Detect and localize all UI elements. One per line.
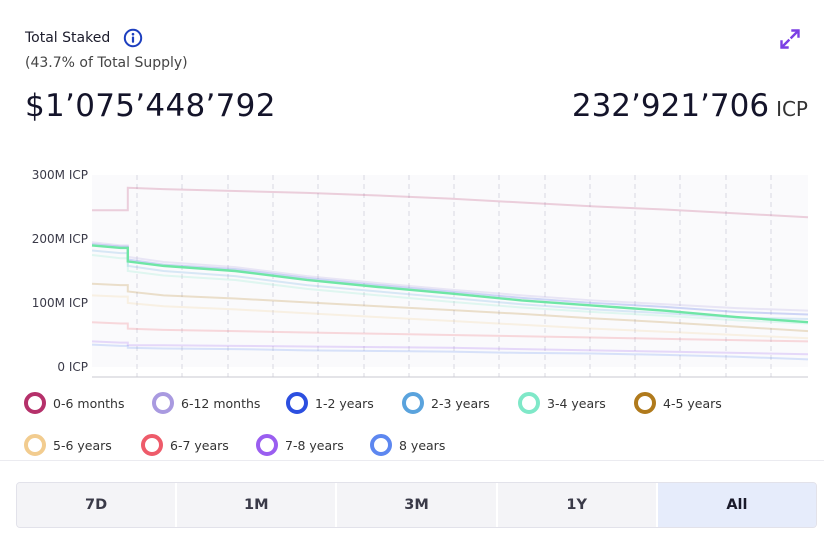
legend-label: 4-5 years [663,395,722,411]
series-line [91,294,809,340]
legend-ring-icon [634,392,656,414]
series-lines [91,186,809,361]
icp-unit: ICP [776,97,808,121]
legend-item-4-5-years[interactable]: 4-5 years [634,392,722,414]
series-line [92,186,809,219]
legend-ring-icon [24,434,46,456]
expand-icon[interactable] [778,27,802,51]
legend-item-6-7-years[interactable]: 6-7 years [141,434,229,456]
card-title: Total Staked [25,30,111,46]
legend-label: 5-6 years [53,437,112,453]
legend-ring-icon [24,392,46,414]
legend-item-8-years[interactable]: 8 years [370,434,445,456]
supply-percentage: (43.7% of Total Supply) [25,55,188,71]
range-button-3m[interactable]: 3M [337,483,498,527]
legend-item-2-3-years[interactable]: 2-3 years [402,392,490,414]
legend-ring-icon [370,434,392,456]
legend-item-6-12-months[interactable]: 6-12 months [152,392,260,414]
legend-label: 8 years [399,437,446,453]
legend-item-7-8-years[interactable]: 7-8 years [256,434,344,456]
y-tick-label: 0 ICP [57,360,88,374]
y-tick-label: 300M ICP [32,168,88,182]
range-button-all[interactable]: All [657,483,816,527]
legend-ring-icon [141,434,163,456]
legend-item-0-6-months[interactable]: 0-6 months [24,392,124,414]
range-button-1m[interactable]: 1M [177,483,338,527]
series-line [91,340,809,356]
y-tick-label: 200M ICP [32,232,88,246]
y-tick-label: 100M ICP [32,296,88,310]
icp-amount: 232’921’706 [571,88,770,124]
series-line [91,321,809,343]
title-row: Total Staked [25,28,143,48]
range-button-1y[interactable]: 1Y [497,483,658,527]
legend-ring-icon [402,392,424,414]
legend-ring-icon [518,392,540,414]
legend-ring-icon [256,434,278,456]
icp-value: 232’921’706 ICP [572,88,808,124]
series-line-highlighted [91,244,809,324]
range-button-7d[interactable]: 7D [17,483,178,527]
series-line [91,282,809,333]
info-icon[interactable] [123,28,143,48]
legend-label: 3-4 years [547,395,606,411]
legend-label: 0-6 months [53,395,125,411]
legend-item-3-4-years[interactable]: 3-4 years [518,392,606,414]
legend-ring-icon [286,392,308,414]
legend-item-1-2-years[interactable]: 1-2 years [286,392,374,414]
legend-label: 1-2 years [315,395,374,411]
series-line [91,343,809,361]
legend-ring-icon [152,392,174,414]
legend-label: 6-12 months [181,395,261,411]
legend-item-5-6-years[interactable]: 5-6 years [24,434,112,456]
legend-label: 6-7 years [170,437,229,453]
staked-chart[interactable]: 0 ICP 100M ICP 200M ICP 300M ICP [0,160,824,385]
legend-label: 2-3 years [431,395,490,411]
legend-label: 7-8 years [285,437,344,453]
time-range-selector: 7D 1M 3M 1Y All [16,482,817,528]
usd-value: $1’075’448’792 [25,88,276,124]
divider [0,460,824,461]
y-axis-ticks: 0 ICP 100M ICP 200M ICP 300M ICP [32,168,88,374]
plot-background [92,175,808,367]
